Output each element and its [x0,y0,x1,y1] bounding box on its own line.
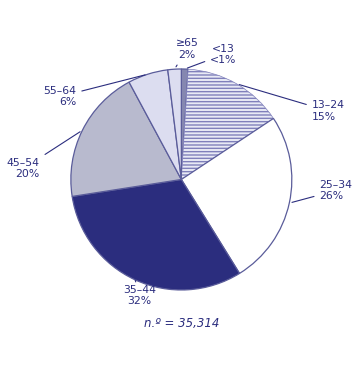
Wedge shape [71,82,181,196]
Text: 45–54
20%: 45–54 20% [7,132,80,179]
Text: 55–64
6%: 55–64 6% [44,75,145,107]
Text: <13
<1%: <13 <1% [187,44,237,68]
Wedge shape [181,69,188,179]
Wedge shape [129,70,181,179]
Wedge shape [168,69,181,179]
Wedge shape [72,179,239,290]
Text: n.º = 35,314: n.º = 35,314 [144,317,219,330]
Text: ≥65
2%: ≥65 2% [175,38,198,67]
Wedge shape [181,118,292,273]
Text: 13–24
15%: 13–24 15% [239,85,345,122]
Text: 35–44
32%: 35–44 32% [123,280,156,306]
Wedge shape [181,69,274,179]
Text: 25–34
26%: 25–34 26% [292,180,352,202]
